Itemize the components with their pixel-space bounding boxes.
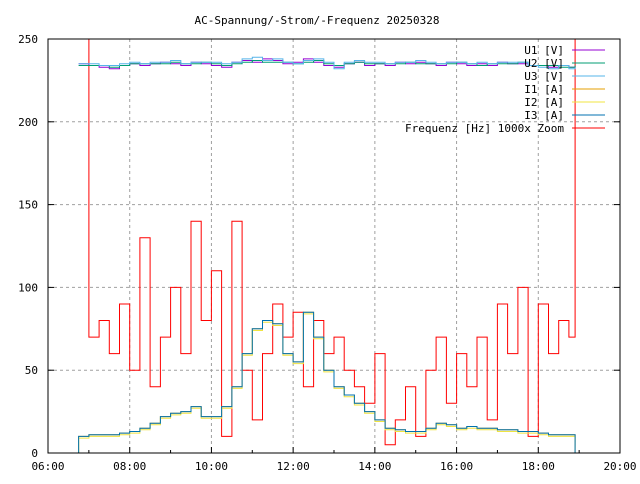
legend-label: I1 [A] <box>524 83 564 96</box>
y-tick-label: 150 <box>18 199 38 212</box>
x-tick-label: 18:00 <box>522 460 555 473</box>
legend-label: U3 [V] <box>524 70 564 83</box>
x-tick-label: 06:00 <box>31 460 64 473</box>
y-tick-label: 250 <box>18 33 38 46</box>
series-line-6 <box>78 38 576 446</box>
x-tick-label: 08:00 <box>113 460 146 473</box>
x-tick-label: 16:00 <box>440 460 473 473</box>
y-tick-label: 50 <box>25 364 38 377</box>
y-tick-label: 200 <box>18 116 38 129</box>
series-line-2 <box>78 56 576 70</box>
legend-label: I3 [A] <box>524 109 564 122</box>
chart-title: AC-Spannung/-Strom/-Frequenz 20250328 <box>194 14 439 27</box>
x-tick-label: 20:00 <box>603 460 636 473</box>
legend-label: U2 [V] <box>524 57 564 70</box>
series-line-1 <box>78 60 576 68</box>
series-line-5 <box>78 311 576 454</box>
legend-label: Frequenz [Hz] 1000x Zoom <box>405 122 564 135</box>
y-tick-label: 100 <box>18 281 38 294</box>
x-tick-label: 14:00 <box>358 460 391 473</box>
x-tick-label: 12:00 <box>277 460 310 473</box>
x-tick-label: 10:00 <box>195 460 228 473</box>
legend-label: U1 [V] <box>524 44 564 57</box>
series-line-4 <box>78 313 576 454</box>
legend-label: I2 [A] <box>524 96 564 109</box>
y-tick-label: 0 <box>31 447 38 460</box>
